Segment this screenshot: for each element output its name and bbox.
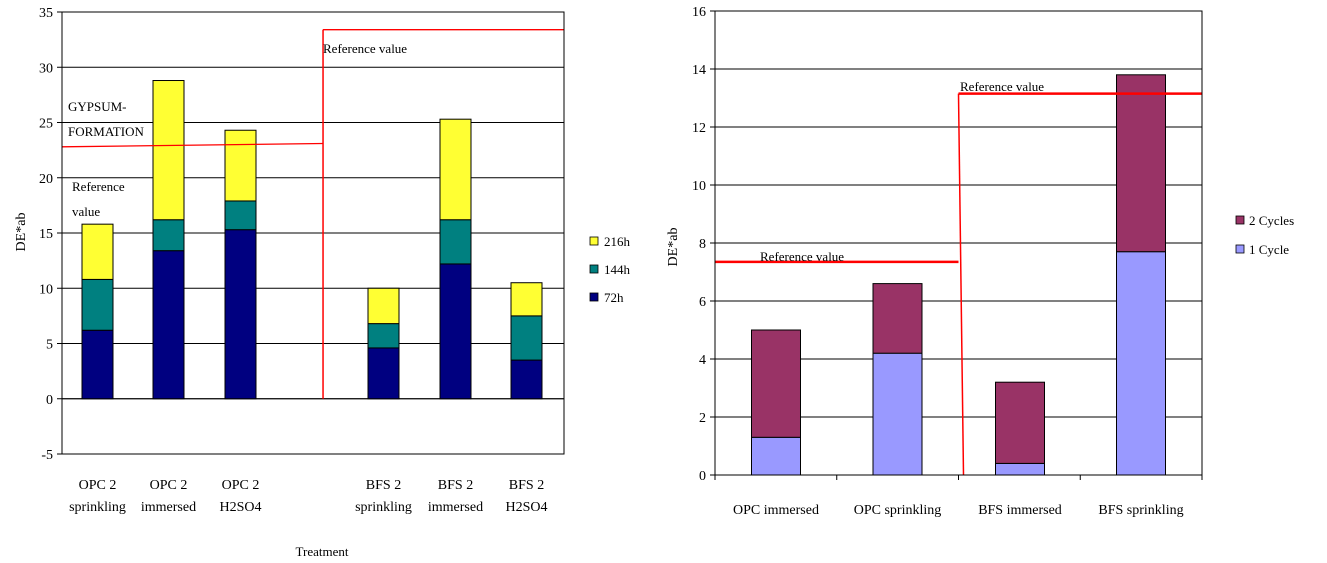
x-axis-ticks: OPC immersed OPC sprinkling BFS immersed BF… (714, 475, 1203, 518)
y-tick-label: 4 (699, 353, 706, 368)
bar-segment (367, 287, 400, 325)
y-tick-label: 6 (699, 295, 706, 310)
legend-label-72h: 72h (604, 290, 624, 305)
y-tick-label: 12 (692, 121, 706, 136)
annotation-gypsum-line1: GYPSUM- (68, 99, 127, 114)
annotation-reference-right: Reference value (960, 79, 1044, 94)
y-axis-label: DE*ab (666, 228, 681, 267)
bar-segment (1116, 251, 1166, 476)
x-axis-ticks: OPC 2 sprinkling OPC 2 immersed OPC 2 H2SO4 BF… (69, 478, 547, 515)
legend-swatch-1-cycle (1235, 244, 1245, 254)
legend-swatch-2-cycles (1235, 215, 1245, 225)
bar-segment (152, 219, 185, 252)
bar-segment (872, 283, 923, 354)
bar-segment (224, 200, 257, 231)
x-tick-label: OPC 2 (79, 478, 117, 493)
bar-segment (81, 223, 114, 280)
x-tick-label: BFS sprinkling (1098, 503, 1183, 518)
chart-1: -5 0 5 10 15 20 25 30 35 OPC 2 sprinkling OPC 2 imm… (14, 6, 631, 559)
bar-segment (510, 315, 543, 361)
bar-segment (995, 462, 1045, 476)
separator-line (957, 93, 965, 476)
bars (751, 74, 1166, 476)
x-tick-label: immersed (141, 500, 196, 515)
bar-segment (995, 381, 1045, 464)
bar-segment (872, 352, 923, 476)
y-axis-ticks: -5 0 5 10 15 20 25 30 35 (39, 6, 62, 463)
bar-segment (152, 80, 185, 221)
y-tick-label: 5 (46, 338, 53, 353)
gridlines (62, 66, 564, 400)
bar-segment (81, 278, 114, 331)
bar-segment (224, 129, 257, 202)
x-tick-label: OPC immersed (733, 503, 819, 518)
legend-label-216h: 216h (604, 234, 631, 249)
y-tick-label: 14 (692, 63, 706, 78)
y-tick-label: 10 (39, 282, 53, 297)
bar-segment (81, 329, 114, 400)
y-tick-label: 10 (692, 179, 706, 194)
y-tick-label: 35 (39, 6, 53, 21)
x-tick-label: H2SO4 (505, 500, 547, 515)
bars (81, 80, 543, 400)
bar-segment (751, 329, 801, 438)
bar-segment (439, 219, 472, 265)
legend-label-2-cycles: 2 Cycles (1249, 213, 1294, 228)
bar-segment (510, 282, 543, 317)
bar-segment (439, 263, 472, 400)
bar-segment (367, 323, 400, 349)
x-tick-label: OPC 2 (222, 478, 260, 493)
bar-segment (751, 436, 801, 476)
annotation-reference-right: Reference value (323, 41, 407, 56)
x-tick-label: BFS immersed (978, 503, 1062, 518)
x-tick-label: BFS 2 (366, 478, 401, 493)
x-tick-label: OPC 2 (150, 478, 188, 493)
bar-segment (367, 347, 400, 400)
legend-swatch-144h (589, 264, 599, 274)
y-axis-ticks: 0 2 4 6 8 10 12 14 16 (692, 5, 715, 484)
y-tick-label: 0 (46, 393, 53, 408)
x-tick-label: OPC sprinkling (854, 503, 942, 518)
y-tick-label: 30 (39, 61, 53, 76)
legend-swatch-72h (589, 292, 599, 302)
bar-segment (439, 118, 472, 221)
legend-swatch-216h (589, 236, 599, 246)
y-tick-label: 8 (699, 237, 706, 252)
y-tick-label: 2 (699, 411, 706, 426)
bar-segment (152, 250, 185, 400)
x-tick-label: sprinkling (69, 500, 126, 515)
reference-line (61, 142, 324, 148)
annotation-reference-left: Reference value (760, 249, 844, 264)
y-tick-label: 25 (39, 117, 53, 132)
x-tick-label: H2SO4 (219, 500, 261, 515)
x-tick-label: immersed (428, 500, 483, 515)
reference-lines (715, 92, 1202, 476)
bar-segment (510, 359, 543, 400)
x-tick-label: sprinkling (355, 500, 412, 515)
legend: 2 Cycles 1 Cycle (1235, 213, 1294, 257)
annotation-reference-left-line2: value (72, 204, 100, 219)
chart-2: 0 2 4 6 8 10 12 14 16 OPC immersed OPC sprinkling… (666, 5, 1294, 518)
y-axis-label: DE*ab (14, 213, 29, 252)
x-tick-label: BFS 2 (438, 478, 473, 493)
legend: 216h 144h 72h (589, 234, 631, 305)
x-axis-label: Treatment (296, 544, 349, 559)
y-tick-label: 0 (699, 469, 706, 484)
x-tick-label: BFS 2 (509, 478, 544, 493)
y-tick-label: 15 (39, 227, 53, 242)
legend-label-1-cycle: 1 Cycle (1249, 242, 1289, 257)
annotation-reference-left-line1: Reference (72, 179, 125, 194)
y-tick-label: 16 (692, 5, 706, 20)
y-tick-label: -5 (41, 448, 53, 463)
legend-label-144h: 144h (604, 262, 631, 277)
annotation-gypsum-line2: FORMATION (68, 124, 144, 139)
y-tick-label: 20 (39, 172, 53, 187)
bar-segment (1116, 74, 1166, 253)
bar-segment (224, 229, 257, 400)
reference-lines (61, 29, 564, 399)
